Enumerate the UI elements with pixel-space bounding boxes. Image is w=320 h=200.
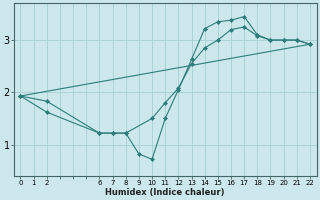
X-axis label: Humidex (Indice chaleur): Humidex (Indice chaleur) — [106, 188, 225, 197]
